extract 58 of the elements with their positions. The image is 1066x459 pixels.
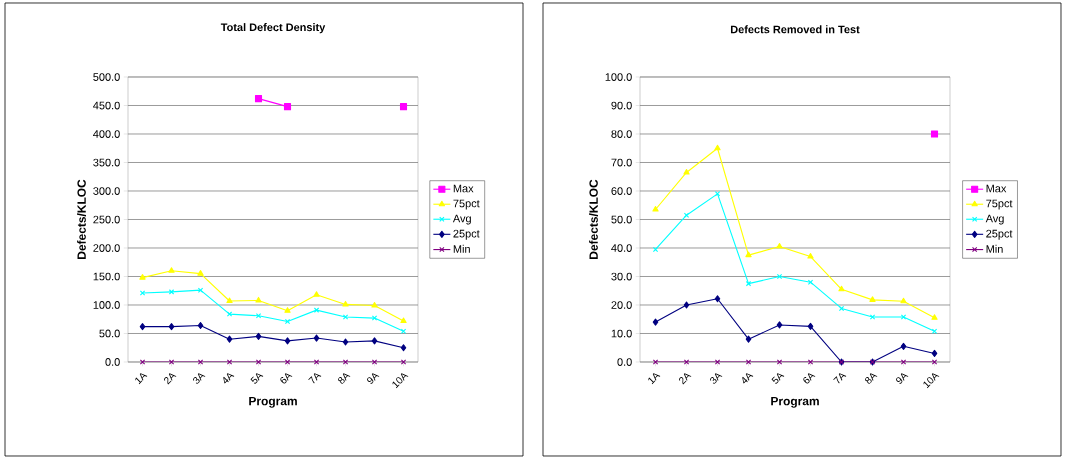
x-tick-label: 8A bbox=[338, 373, 351, 384]
legend-label: 25pct bbox=[453, 229, 480, 240]
x-tick-label: 10A bbox=[392, 373, 409, 389]
legend-label: Avg bbox=[452, 214, 471, 225]
legend-label: Max bbox=[986, 184, 1007, 193]
x-tick-label: 9A bbox=[367, 373, 380, 384]
x-tick-label: 9A bbox=[896, 373, 909, 384]
y-tick-label: 450.0 bbox=[93, 101, 120, 110]
x-tick-label: 6A bbox=[280, 373, 293, 384]
legend-label: Max bbox=[453, 184, 474, 193]
x-axis-title: Program bbox=[771, 396, 819, 408]
y-tick-label: 30.0 bbox=[611, 272, 632, 281]
y-tick-label: 200.0 bbox=[93, 244, 120, 252]
y-axis-title: Defects/KLOC bbox=[589, 179, 598, 259]
x-tick-label: 5A bbox=[250, 373, 264, 384]
y-tick-label: 500.0 bbox=[93, 73, 120, 81]
legend-label: 75pct bbox=[986, 199, 1013, 210]
legend-label: 25pct bbox=[986, 229, 1013, 240]
y-tick-label: 20.0 bbox=[611, 301, 632, 309]
y-tick-label: 300.0 bbox=[93, 187, 120, 195]
x-tick-label: 2A bbox=[679, 373, 692, 385]
y-tick-label: 50.0 bbox=[611, 215, 632, 224]
x-tick-label: 4A bbox=[223, 373, 235, 384]
x-tick-label: 1A bbox=[648, 373, 661, 385]
chart-title: Defects Removed in Test bbox=[730, 25, 860, 34]
y-tick-label: 60.0 bbox=[611, 187, 632, 195]
legend-label: Min bbox=[986, 244, 1003, 253]
y-tick-label: 400.0 bbox=[93, 130, 120, 138]
x-axis-title: Program bbox=[249, 396, 297, 408]
legend-label: 75pct bbox=[453, 199, 480, 210]
y-axis-title: Defects/KLOC bbox=[77, 179, 86, 259]
y-tick-label: 250.0 bbox=[93, 215, 120, 224]
y-tick-label: 100.0 bbox=[93, 301, 120, 309]
x-tick-label: 10A bbox=[923, 373, 940, 389]
x-tick-label: 3A bbox=[710, 373, 723, 384]
y-tick-label: 0.0 bbox=[105, 358, 120, 366]
y-tick-label: 10.0 bbox=[611, 329, 632, 338]
chart-title: Total Defect Density bbox=[220, 23, 326, 34]
y-tick-label: 40.0 bbox=[611, 244, 632, 252]
y-tick-label: 150.0 bbox=[93, 272, 120, 281]
legend-label: Min bbox=[453, 244, 470, 253]
x-tick-label: 4A bbox=[742, 373, 754, 384]
y-tick-label: 50.0 bbox=[99, 329, 120, 338]
x-tick-label: 2A bbox=[164, 373, 177, 385]
x-tick-label: 6A bbox=[803, 373, 816, 384]
y-tick-label: 0.0 bbox=[617, 358, 632, 366]
legend-label: Avg bbox=[985, 214, 1004, 225]
y-tick-label: 100.0 bbox=[605, 73, 632, 81]
x-tick-label: 1A bbox=[135, 373, 148, 385]
y-tick-label: 90.0 bbox=[611, 101, 632, 110]
x-tick-label: 8A bbox=[865, 373, 878, 384]
y-tick-label: 80.0 bbox=[611, 130, 632, 138]
x-tick-label: 7A bbox=[308, 373, 322, 384]
y-tick-label: 350.0 bbox=[93, 158, 120, 167]
x-tick-label: 3A bbox=[193, 373, 206, 384]
y-tick-label: 70.0 bbox=[611, 158, 632, 167]
x-tick-label: 5A bbox=[771, 373, 785, 384]
x-tick-label: 7A bbox=[833, 373, 847, 384]
